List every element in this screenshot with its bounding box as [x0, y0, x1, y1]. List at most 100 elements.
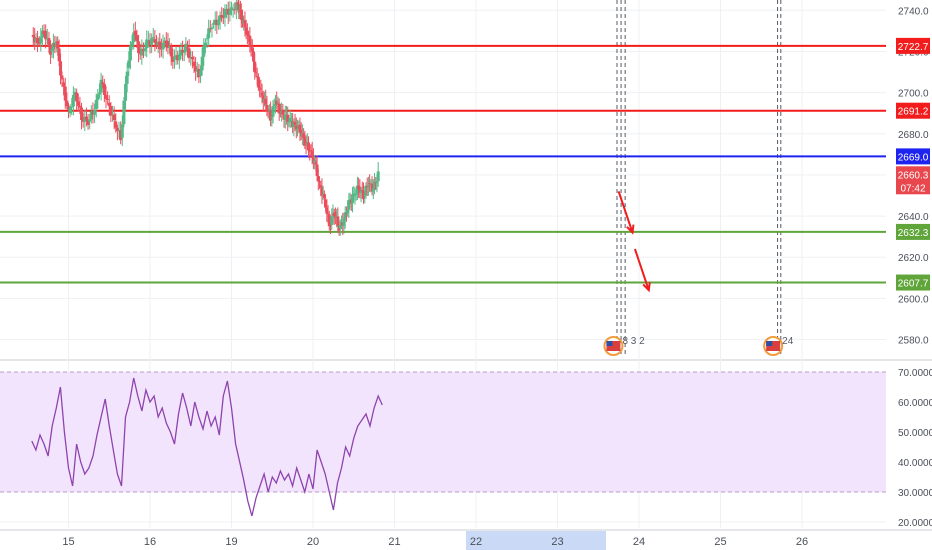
candle-body[interactable]: [313, 160, 317, 164]
candle-body[interactable]: [230, 7, 233, 11]
candle-body[interactable]: [298, 124, 302, 133]
candle-body[interactable]: [237, 4, 241, 11]
candle-body[interactable]: [243, 20, 247, 28]
candle-body[interactable]: [375, 181, 379, 184]
candle-body[interactable]: [281, 111, 285, 115]
candle-body[interactable]: [146, 40, 150, 44]
candle-body[interactable]: [122, 100, 126, 125]
candle-body[interactable]: [309, 150, 313, 152]
candle-body[interactable]: [75, 92, 79, 102]
candle-body[interactable]: [199, 70, 203, 77]
candle-body[interactable]: [311, 154, 315, 164]
candle-body[interactable]: [45, 38, 49, 40]
candle-body[interactable]: [130, 42, 134, 46]
candle-body[interactable]: [320, 187, 324, 197]
candle-body[interactable]: [155, 42, 159, 46]
candle-body[interactable]: [208, 28, 212, 30]
candle-body[interactable]: [168, 46, 172, 49]
candle-body[interactable]: [65, 100, 69, 107]
candle-body[interactable]: [228, 10, 232, 15]
time-axis[interactable]: 15 16 19 20 21 22 23 24 25 26: [0, 529, 932, 550]
candle-body[interactable]: [220, 15, 224, 18]
candle-body[interactable]: [346, 209, 350, 214]
economic-event-badge[interactable]: 8 3 2: [603, 336, 645, 356]
candle-body[interactable]: [327, 214, 331, 227]
candle-body[interactable]: [76, 101, 80, 106]
candle-body[interactable]: [316, 176, 320, 182]
candle-body[interactable]: [185, 47, 189, 49]
candle-body[interactable]: [171, 56, 175, 62]
candle-body[interactable]: [135, 35, 139, 42]
candle-body[interactable]: [364, 185, 368, 195]
candle-body[interactable]: [254, 72, 258, 74]
candle-body[interactable]: [203, 42, 207, 46]
candle-body[interactable]: [141, 48, 145, 52]
candle-body[interactable]: [366, 185, 370, 188]
candle-body[interactable]: [106, 99, 110, 101]
candle-body[interactable]: [234, 2, 238, 11]
candle-body[interactable]: [325, 207, 329, 214]
candle-body[interactable]: [50, 49, 54, 52]
candle-body[interactable]: [265, 104, 269, 111]
candle-body[interactable]: [93, 110, 97, 115]
candle-body[interactable]: [42, 30, 46, 35]
candle-body[interactable]: [210, 27, 214, 30]
candle-body[interactable]: [326, 213, 330, 215]
candle-body[interactable]: [250, 47, 254, 52]
candle-body[interactable]: [112, 114, 116, 121]
candle-body[interactable]: [40, 30, 44, 38]
candle-body[interactable]: [190, 57, 194, 60]
candle-body[interactable]: [338, 224, 342, 229]
candle-body[interactable]: [303, 137, 307, 146]
candle-body[interactable]: [247, 35, 251, 37]
projection-arrow-head[interactable]: [642, 282, 651, 293]
candle-body[interactable]: [83, 116, 87, 122]
candle-body[interactable]: [143, 48, 147, 52]
candle-body[interactable]: [353, 194, 357, 196]
candle-body[interactable]: [231, 9, 235, 11]
candle-body[interactable]: [197, 68, 201, 78]
candle-body[interactable]: [202, 45, 206, 57]
candle-body[interactable]: [376, 171, 380, 182]
candle-body[interactable]: [275, 100, 279, 105]
candle-body[interactable]: [138, 53, 142, 55]
candlestick-series[interactable]: [31, 0, 380, 236]
candle-body[interactable]: [124, 83, 128, 101]
candle-body[interactable]: [218, 15, 222, 21]
candle-body[interactable]: [252, 51, 256, 62]
candle-body[interactable]: [259, 88, 263, 90]
candle-body[interactable]: [233, 9, 237, 11]
candle-body[interactable]: [68, 107, 72, 114]
projection-arrows[interactable]: [617, 191, 651, 293]
candle-body[interactable]: [315, 164, 319, 177]
candle-body[interactable]: [294, 125, 298, 130]
candle-body[interactable]: [44, 30, 48, 40]
candle-body[interactable]: [302, 133, 306, 138]
candle-body[interactable]: [132, 32, 136, 43]
candle-body[interactable]: [148, 40, 152, 45]
candle-body[interactable]: [307, 142, 311, 151]
candle-body[interactable]: [37, 43, 41, 45]
candle-body[interactable]: [256, 76, 260, 88]
candle-body[interactable]: [314, 162, 318, 165]
candle-body[interactable]: [140, 48, 144, 56]
candle-body[interactable]: [163, 40, 167, 43]
candle-body[interactable]: [39, 37, 43, 44]
horizontal-levels[interactable]: [0, 44, 886, 284]
candle-body[interactable]: [205, 38, 209, 40]
candle-body[interactable]: [274, 104, 278, 106]
candle-body[interactable]: [63, 86, 67, 101]
candle-body[interactable]: [60, 75, 64, 80]
candle-body[interactable]: [357, 185, 361, 189]
candle-body[interactable]: [194, 66, 198, 72]
candle-body[interactable]: [120, 124, 124, 138]
candle-body[interactable]: [179, 49, 183, 56]
candle-body[interactable]: [156, 41, 160, 46]
candle-body[interactable]: [99, 79, 103, 93]
candle-body[interactable]: [78, 105, 82, 108]
candle-body[interactable]: [347, 200, 351, 210]
candle-body[interactable]: [277, 103, 281, 113]
candle-body[interactable]: [195, 68, 199, 72]
candle-body[interactable]: [322, 193, 326, 198]
candle-body[interactable]: [56, 41, 60, 49]
